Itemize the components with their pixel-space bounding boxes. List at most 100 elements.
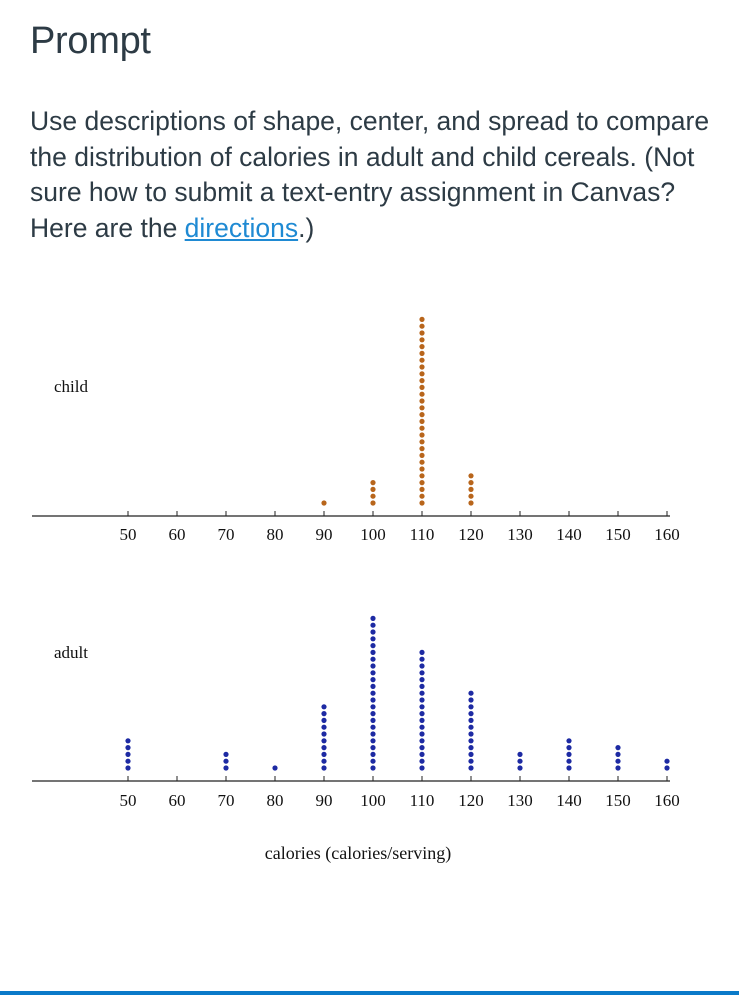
- prompt-text-end: .): [298, 212, 315, 243]
- adult-dot-120: [468, 738, 474, 744]
- adult-dot-90: [321, 717, 327, 724]
- child-tick-label: 70: [218, 525, 235, 544]
- child-dot-110: [419, 439, 425, 445]
- bottom-accent-bar: [0, 991, 739, 995]
- adult-dot-100: [370, 656, 376, 662]
- adult-tick-label: 160: [654, 791, 680, 810]
- adult-tick-label: 150: [605, 791, 631, 810]
- adult-dot-140: [566, 745, 572, 751]
- adult-dot-100: [370, 663, 376, 669]
- adult-dot-70: [223, 758, 229, 764]
- child-dot-110: [419, 418, 425, 424]
- child-dot-110: [419, 323, 425, 329]
- child-dot-110: [419, 384, 425, 390]
- adult-dot-100: [370, 643, 376, 649]
- adult-dot-110: [419, 704, 425, 710]
- adult-tick-label: 140: [556, 791, 582, 810]
- adult-dot-100: [370, 670, 376, 676]
- adult-tick-label: 120: [458, 791, 484, 810]
- child-dot-100: [370, 480, 376, 486]
- adult-dot-90: [321, 724, 327, 730]
- adult-tick-label: 90: [316, 791, 333, 810]
- adult-dot-50: [125, 745, 131, 751]
- child-dot-110: [419, 459, 425, 465]
- child-row-label: child: [54, 377, 88, 396]
- adult-dot-100: [370, 629, 376, 635]
- x-axis-title: calories (calories/serving): [265, 843, 451, 864]
- child-dot-110: [419, 330, 425, 336]
- child-dot-110: [419, 425, 425, 431]
- child-tick-label: 160: [654, 525, 680, 544]
- child-dot-120: [468, 473, 474, 479]
- adult-dot-100: [370, 677, 376, 683]
- child-dot-100: [370, 486, 376, 492]
- adult-dot-100: [370, 690, 376, 696]
- adult-dot-50: [125, 765, 131, 771]
- adult-dot-90: [321, 711, 327, 717]
- adult-dot-120: [468, 731, 474, 737]
- adult-dot-110: [419, 683, 425, 690]
- adult-tick-label: 110: [410, 791, 435, 810]
- adult-dot-120: [468, 745, 474, 751]
- adult-tick-label: 70: [218, 791, 235, 810]
- child-dot-110: [419, 378, 425, 384]
- prompt-title: Prompt: [30, 20, 151, 62]
- child-tick-label: 150: [605, 525, 631, 544]
- child-tick-label: 100: [360, 525, 386, 544]
- child-tick-label: 140: [556, 525, 582, 544]
- directions-link[interactable]: directions: [184, 212, 299, 243]
- adult-dot-110: [419, 731, 425, 737]
- adult-dot-110: [419, 663, 425, 669]
- child-dot-100: [370, 500, 376, 506]
- child-dot-110: [419, 500, 425, 506]
- adult-dot-90: [321, 745, 327, 751]
- child-dot-110: [419, 391, 425, 397]
- adult-dot-100: [370, 636, 376, 642]
- adult-dot-150: [615, 751, 621, 758]
- child-dot-110: [419, 371, 425, 377]
- adult-dot-50: [125, 758, 131, 764]
- adult-dot-110: [419, 697, 425, 703]
- adult-dot-150: [615, 745, 621, 751]
- adult-dot-110: [419, 751, 425, 758]
- adult-dot-90: [321, 738, 327, 744]
- adult-dot-100: [370, 704, 376, 710]
- adult-dot-100: [370, 765, 376, 771]
- adult-tick-label: 100: [360, 791, 386, 810]
- adult-dot-110: [419, 670, 425, 676]
- adult-dot-120: [468, 711, 474, 717]
- child-dot-120: [468, 486, 474, 492]
- adult-dot-50: [125, 738, 131, 744]
- adult-dot-90: [321, 731, 327, 737]
- adult-dot-120: [468, 690, 474, 696]
- child-tick-label: 110: [410, 525, 435, 544]
- prompt-text: Use descriptions of shape, center, and s…: [30, 104, 720, 246]
- adult-dot-110: [419, 649, 425, 656]
- child-dot-110: [419, 486, 425, 492]
- adult-dot-100: [370, 731, 376, 737]
- child-dot-110: [419, 473, 425, 479]
- child-dot-90: [321, 500, 327, 506]
- child-dot-110: [419, 405, 425, 411]
- adult-dot-90: [321, 751, 327, 758]
- adult-dot-100: [370, 649, 376, 656]
- child-dot-110: [419, 412, 425, 418]
- adult-dot-100: [370, 717, 376, 724]
- adult-dot-100: [370, 758, 376, 764]
- adult-dot-130: [517, 765, 523, 771]
- child-dot-110: [419, 344, 425, 350]
- adult-dot-100: [370, 738, 376, 744]
- adult-dot-140: [566, 765, 572, 771]
- adult-dot-100: [370, 745, 376, 751]
- adult-dot-110: [419, 690, 425, 696]
- child-tick-label: 120: [458, 525, 484, 544]
- adult-dot-100: [370, 622, 376, 628]
- prompt-text-body: Use descriptions of shape, center, and s…: [30, 106, 710, 243]
- child-dot-110: [419, 493, 425, 499]
- adult-dot-100: [370, 724, 376, 730]
- adult-dot-110: [419, 745, 425, 751]
- adult-dot-120: [468, 758, 474, 764]
- adult-tick-label: 130: [507, 791, 533, 810]
- adult-dot-50: [125, 751, 131, 758]
- child-dot-120: [468, 493, 474, 499]
